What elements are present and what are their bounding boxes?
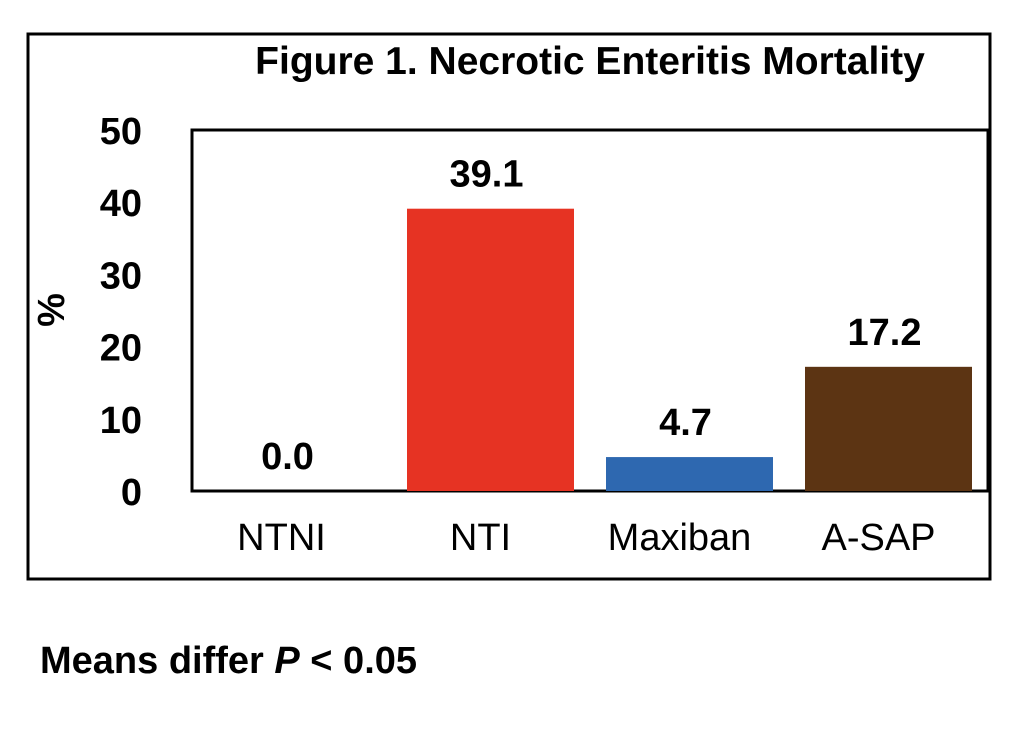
figure-frame — [26, 32, 992, 581]
category-label-3: A-SAP — [821, 517, 935, 559]
footnote: Means differ P < 0.05 — [40, 640, 417, 683]
category-label-2: Maxiban — [608, 517, 752, 559]
value-label-0: 0.0 — [261, 436, 314, 478]
footnote-suffix: < 0.05 — [299, 640, 418, 682]
value-label-3: 17.2 — [848, 312, 922, 354]
bar-a-sap — [805, 366, 972, 491]
y-tick-label-5: 50 — [100, 111, 142, 153]
chart-title: Figure 1. Necrotic Enteritis Mortality — [255, 40, 925, 83]
bar-maxiban — [606, 457, 773, 491]
bars — [407, 208, 972, 491]
bar-nti — [407, 208, 574, 491]
footnote-prefix: Means differ — [40, 640, 275, 682]
y-tick-label-2: 20 — [100, 328, 142, 370]
y-axis-label: % — [31, 293, 73, 327]
plot-area — [190, 128, 990, 493]
y-tick-label-4: 40 — [100, 183, 142, 225]
y-tick-labels: 0 10 20 30 40 50 — [100, 111, 142, 514]
y-tick-label-1: 10 — [100, 400, 142, 442]
footnote-p-symbol: P — [274, 640, 300, 682]
category-label-1: NTI — [450, 517, 511, 559]
y-tick-label-3: 30 — [100, 255, 142, 297]
value-label-1: 39.1 — [450, 154, 524, 196]
category-labels: NTNI NTI Maxiban A-SAP — [237, 517, 935, 559]
y-tick-label-0: 0 — [121, 472, 142, 514]
value-label-2: 4.7 — [659, 402, 712, 444]
value-labels: 0.0 39.1 4.7 17.2 — [261, 154, 921, 478]
category-label-0: NTNI — [237, 517, 326, 559]
